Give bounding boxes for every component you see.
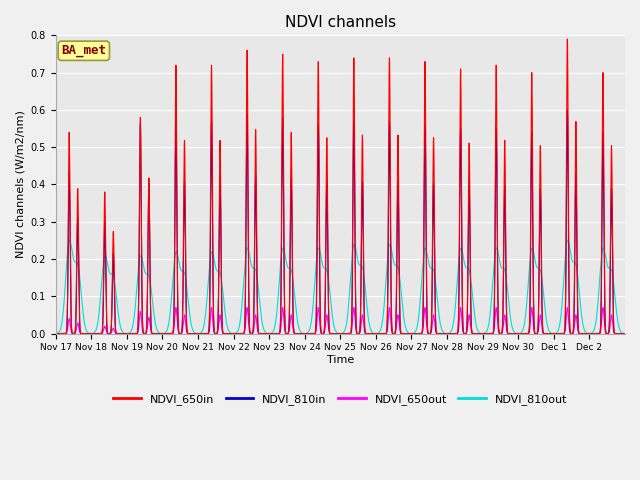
NDVI_650in xyxy=(81,331,88,336)
Legend: NDVI_650in, NDVI_810in, NDVI_650out, NDVI_810out: NDVI_650in, NDVI_810in, NDVI_650out, NDV… xyxy=(109,390,572,409)
NDVI_650in xyxy=(504,331,512,336)
Y-axis label: NDVI channels (W/m2/nm): NDVI channels (W/m2/nm) xyxy=(15,110,25,258)
NDVI_650out xyxy=(81,331,88,336)
NDVI_810out xyxy=(474,328,482,334)
Line: NDVI_810in: NDVI_810in xyxy=(56,110,625,334)
Text: BA_met: BA_met xyxy=(61,44,106,57)
NDVI_650out xyxy=(474,331,481,336)
NDVI_650out xyxy=(599,305,607,311)
NDVI_650out xyxy=(52,331,60,336)
NDVI_810in xyxy=(388,330,396,336)
NDVI_810in xyxy=(258,331,266,336)
NDVI_650out xyxy=(413,331,421,336)
NDVI_650out xyxy=(621,331,629,336)
NDVI_810in xyxy=(504,331,512,336)
NDVI_810out xyxy=(81,319,88,325)
NDVI_650in xyxy=(388,330,396,336)
NDVI_810in xyxy=(52,331,60,336)
NDVI_810out xyxy=(621,331,629,336)
NDVI_650out xyxy=(388,330,396,336)
NDVI_810out xyxy=(258,318,266,324)
NDVI_810in xyxy=(474,331,481,336)
NDVI_650in xyxy=(474,331,481,336)
NDVI_810out xyxy=(52,331,60,336)
NDVI_810out xyxy=(504,294,512,300)
NDVI_650in xyxy=(258,331,266,336)
Line: NDVI_650out: NDVI_650out xyxy=(56,308,625,334)
NDVI_810out xyxy=(388,253,396,259)
Line: NDVI_650in: NDVI_650in xyxy=(56,39,625,334)
NDVI_650in xyxy=(413,331,421,336)
NDVI_810in xyxy=(563,107,571,113)
NDVI_650in xyxy=(52,331,60,336)
NDVI_650out xyxy=(258,331,266,336)
NDVI_810in xyxy=(621,331,629,336)
NDVI_650out xyxy=(504,331,512,336)
NDVI_810in xyxy=(81,331,88,336)
NDVI_650in xyxy=(621,331,629,336)
NDVI_810out xyxy=(413,322,421,328)
Title: NDVI channels: NDVI channels xyxy=(285,15,396,30)
Line: NDVI_810out: NDVI_810out xyxy=(56,240,625,334)
NDVI_650in xyxy=(563,36,571,42)
X-axis label: Time: Time xyxy=(326,355,354,365)
NDVI_810in xyxy=(413,331,421,336)
NDVI_810out xyxy=(66,237,74,243)
